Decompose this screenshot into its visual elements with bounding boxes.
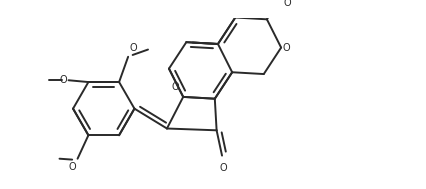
Text: O: O bbox=[59, 75, 67, 85]
Text: O: O bbox=[283, 43, 291, 53]
Text: O: O bbox=[68, 162, 76, 172]
Text: O: O bbox=[129, 43, 137, 53]
Text: O: O bbox=[219, 163, 227, 173]
Text: O: O bbox=[283, 0, 291, 8]
Text: O: O bbox=[172, 82, 180, 92]
